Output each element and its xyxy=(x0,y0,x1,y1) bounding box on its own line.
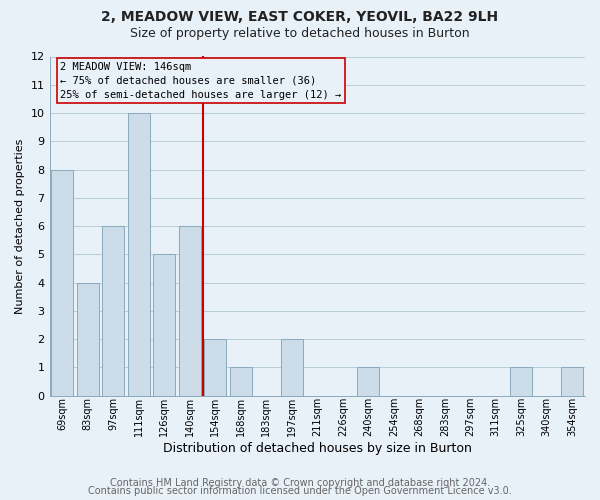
X-axis label: Distribution of detached houses by size in Burton: Distribution of detached houses by size … xyxy=(163,442,472,455)
Bar xyxy=(205,339,226,396)
Bar xyxy=(128,113,149,396)
Text: 2, MEADOW VIEW, EAST COKER, YEOVIL, BA22 9LH: 2, MEADOW VIEW, EAST COKER, YEOVIL, BA22… xyxy=(101,10,499,24)
Bar xyxy=(179,226,200,396)
Bar xyxy=(230,368,251,396)
Y-axis label: Number of detached properties: Number of detached properties xyxy=(15,138,25,314)
Bar xyxy=(103,226,124,396)
Bar xyxy=(358,368,379,396)
Bar xyxy=(77,282,98,396)
Bar xyxy=(562,368,583,396)
Text: Contains public sector information licensed under the Open Government Licence v3: Contains public sector information licen… xyxy=(88,486,512,496)
Text: 2 MEADOW VIEW: 146sqm
← 75% of detached houses are smaller (36)
25% of semi-deta: 2 MEADOW VIEW: 146sqm ← 75% of detached … xyxy=(60,62,341,100)
Bar xyxy=(281,339,302,396)
Bar xyxy=(154,254,175,396)
Bar xyxy=(52,170,73,396)
Text: Size of property relative to detached houses in Burton: Size of property relative to detached ho… xyxy=(130,28,470,40)
Bar xyxy=(511,368,532,396)
Text: Contains HM Land Registry data © Crown copyright and database right 2024.: Contains HM Land Registry data © Crown c… xyxy=(110,478,490,488)
